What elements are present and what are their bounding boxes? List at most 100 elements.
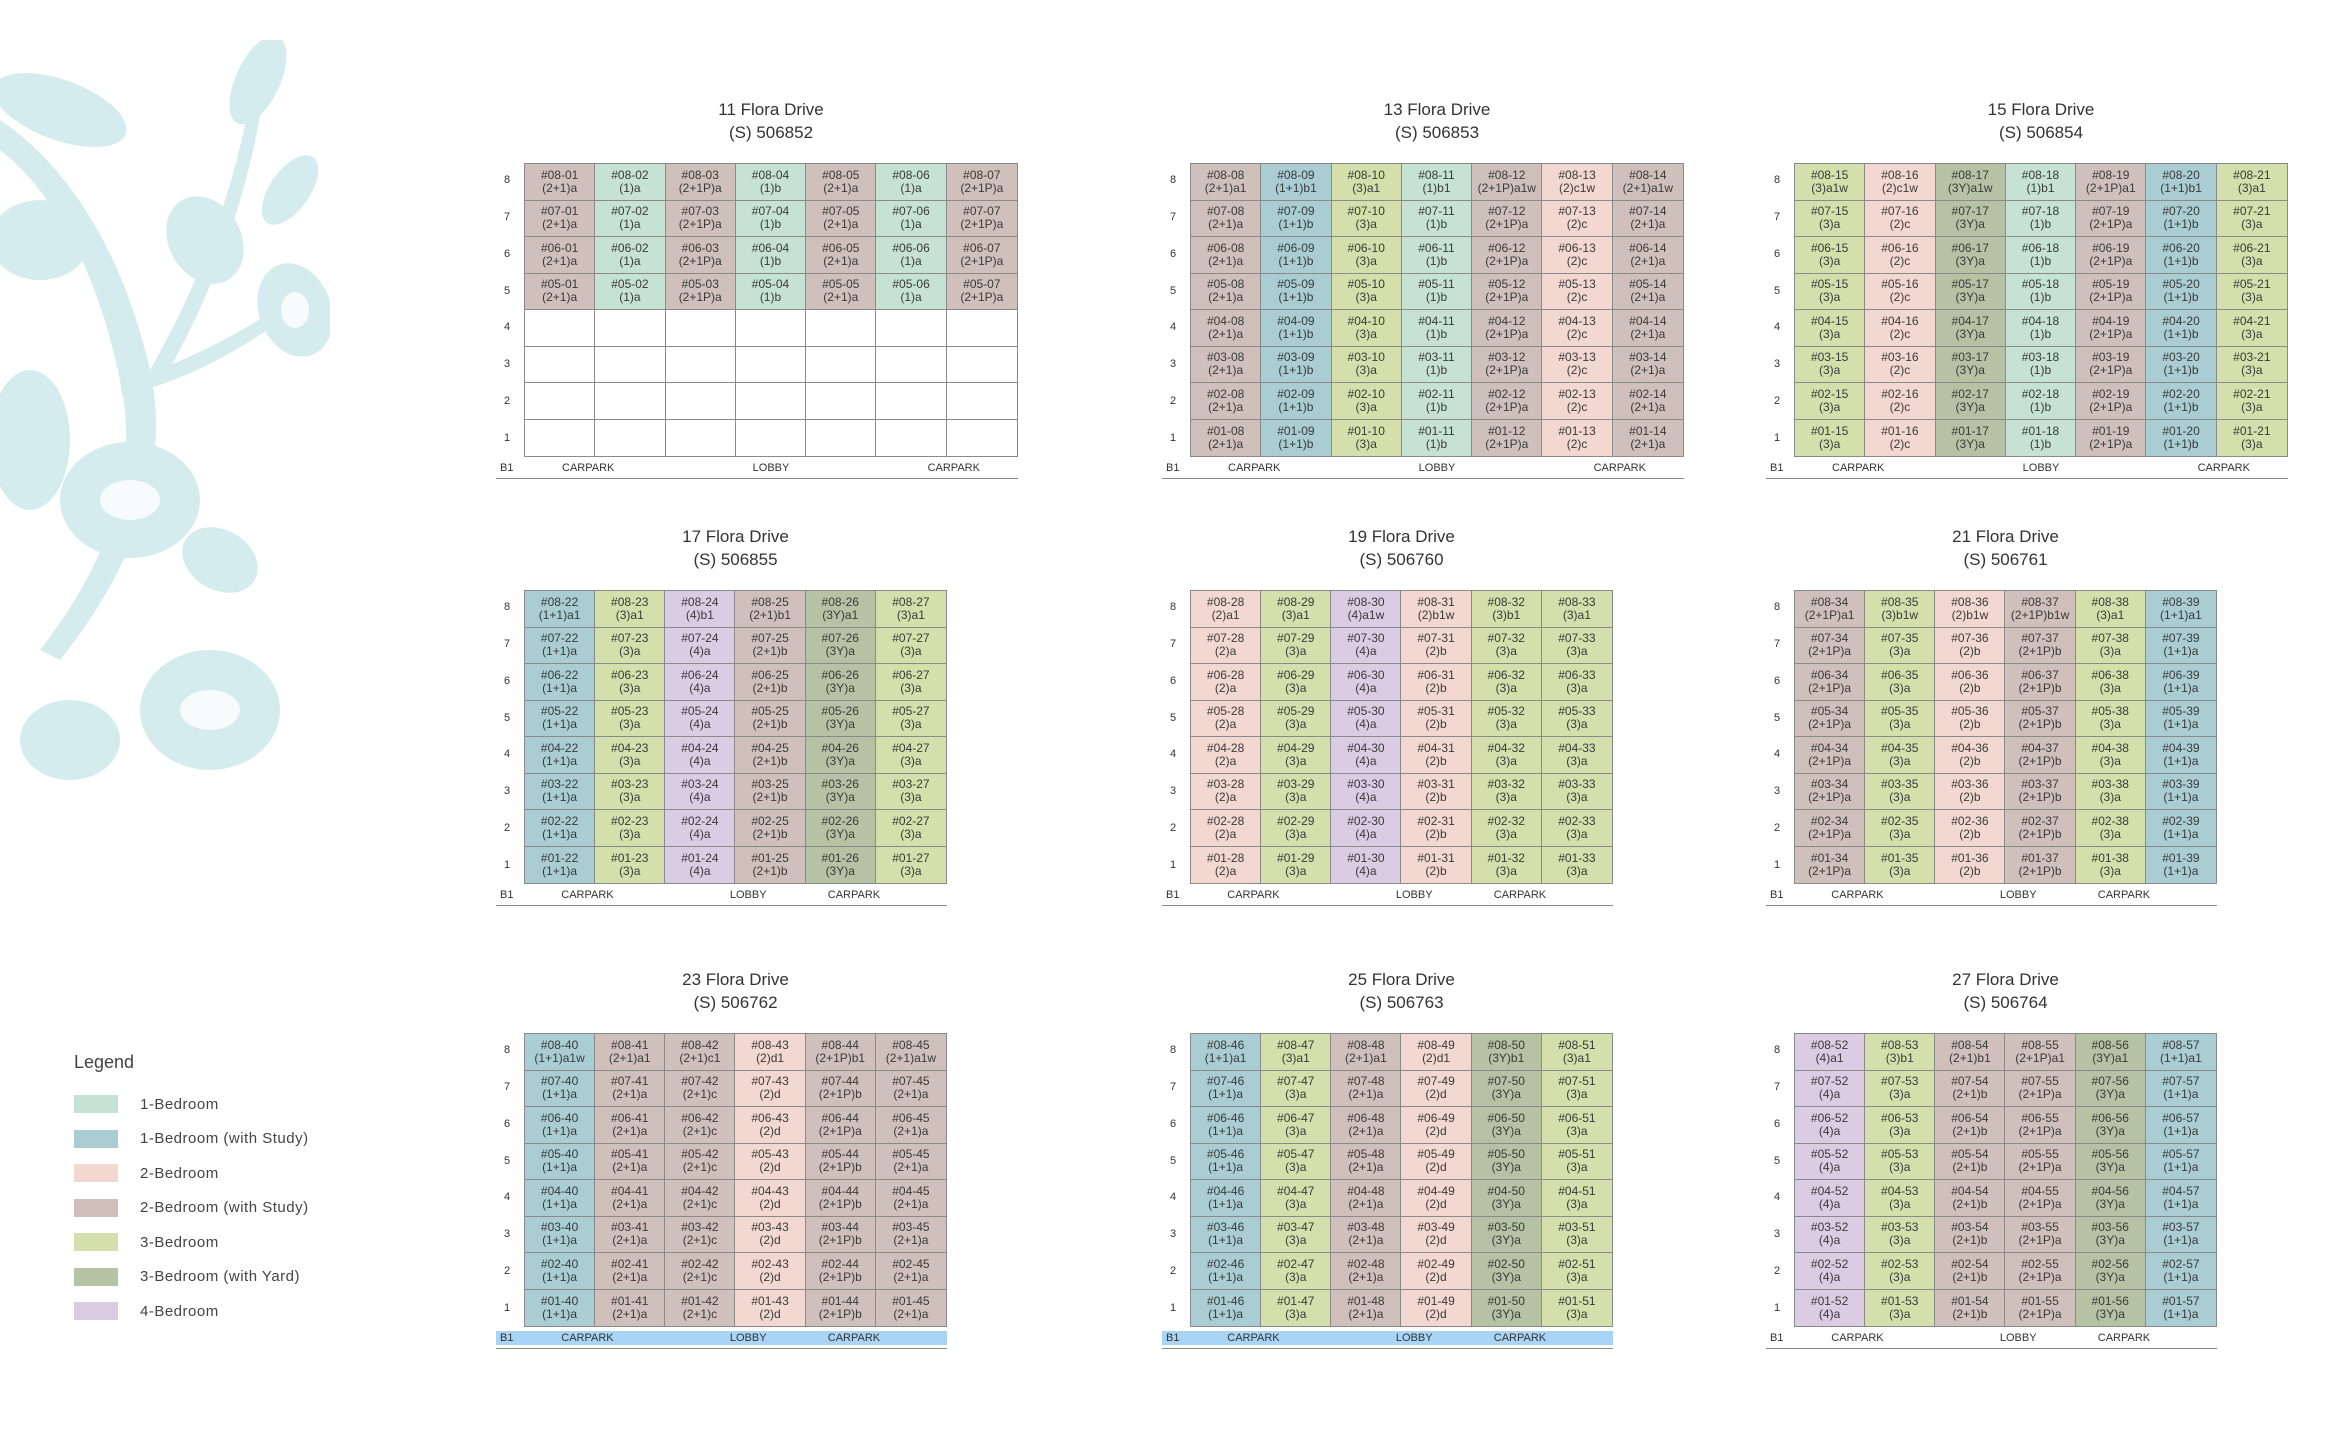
- unit-type: (2)d: [759, 1306, 781, 1321]
- unit-type: (2+1P)a: [960, 253, 1004, 268]
- unit-cell: #07-23 (3)a: [595, 627, 666, 664]
- unit-cell: #02-43 (2)d: [735, 1253, 806, 1290]
- unit-type: (2+1P)a: [1485, 253, 1529, 268]
- unit-type: (2+1)a: [1348, 1233, 1384, 1248]
- unit-cell: #08-19 (2+1P)a1: [2076, 164, 2147, 201]
- unit-number: #01-35: [1881, 850, 1919, 865]
- unit-number: #06-12: [1488, 240, 1526, 255]
- unit-number: #04-27: [892, 740, 930, 755]
- unit-type: (2+1)a: [612, 1233, 648, 1248]
- unit-cell: #03-54 (2+1)b: [1935, 1216, 2006, 1253]
- unit-number: #08-35: [1881, 594, 1919, 609]
- unit-type: (2+1P)b: [818, 1306, 862, 1321]
- unit-cell: #08-27 (3)a1: [875, 591, 946, 628]
- carpark-label: CARPARK: [1832, 462, 1885, 474]
- unit-cell: #02-29 (3)a: [1261, 810, 1332, 847]
- unit-number: #07-25: [751, 631, 789, 646]
- unit-number: #07-52: [1810, 1074, 1849, 1089]
- unit-number: #04-29: [1277, 740, 1315, 755]
- unit-cell: #01-49 (2)d: [1401, 1289, 1472, 1326]
- unit-type: (2+1)b: [1952, 1196, 1988, 1211]
- unit-number: #03-34: [1810, 777, 1849, 792]
- unit-type: (2+1)a: [823, 217, 859, 232]
- unit-type: (2+1P)a: [2018, 1123, 2062, 1138]
- floor-label: 6: [1169, 674, 1177, 687]
- unit-type: (1+1)a: [542, 863, 578, 878]
- unit-type: (1)b: [759, 180, 782, 195]
- floor-label: 2: [1773, 394, 1781, 407]
- unit-number: #02-42: [681, 1256, 719, 1271]
- floor-label: 4: [503, 748, 511, 761]
- unit-type: (3Y)a1: [822, 607, 859, 622]
- unit-number: #02-10: [1347, 386, 1385, 401]
- unit-grid: #08-22 (1+1)a1 #08-23 (3)a1 #08-24 (4)b1 #08-2…: [524, 590, 947, 884]
- unit-number: #07-17: [1951, 204, 1989, 219]
- unit-cell: #03-34 (2+1P)a: [1795, 773, 1866, 810]
- legend-item: 4-Bedroom: [74, 1294, 309, 1329]
- unit-type: (4)a: [1818, 1269, 1841, 1284]
- unit-cell: #06-55 (2+1P)a: [2005, 1107, 2076, 1144]
- unit-number: #04-30: [1347, 740, 1385, 755]
- unit-cell: #01-10 (3)a: [1331, 419, 1402, 456]
- floor-label: 4: [1169, 1191, 1177, 1204]
- legend-item: 1-Bedroom (with Study): [74, 1122, 309, 1157]
- unit-number: #03-40: [540, 1220, 579, 1235]
- unit-cell: #08-06 (1)a: [876, 164, 947, 201]
- carpark-label: CARPARK: [1493, 1332, 1547, 1344]
- unit-cell: #03-30 (4)a: [1331, 773, 1402, 810]
- unit-number: #04-43: [751, 1183, 789, 1198]
- unit-type: (1)a: [619, 253, 641, 268]
- unit-type: (3)a: [619, 790, 641, 805]
- unit-cell: #05-20 (1+1)b: [2146, 273, 2217, 310]
- carpark-label: CARPARK: [1593, 462, 1646, 474]
- unit-cell: #05-03 (2+1P)a: [665, 273, 736, 310]
- unit-number: #04-37: [2021, 740, 2059, 755]
- unit-cell: #03-53 (3)a: [1865, 1216, 1936, 1253]
- unit-number: #06-05: [822, 240, 860, 255]
- empty-cell: [876, 419, 947, 456]
- unit-type: (2+1)b: [752, 863, 788, 878]
- unit-grid: #08-08 (2+1)a1 #08-09 (1+1)b1 #08-10 (3)a1 #08…: [1190, 163, 1684, 457]
- unit-type: (3)a: [1566, 863, 1588, 878]
- unit-number: #05-08: [1206, 277, 1245, 292]
- unit-cell: #08-48 (2+1)a1: [1331, 1034, 1402, 1071]
- unit-type: (3)a: [900, 717, 922, 732]
- floor-label: 8: [1773, 174, 1781, 187]
- unit-type: (2+1P)b: [2018, 717, 2062, 732]
- unit-type: (4)a: [1355, 717, 1377, 732]
- unit-cell: #06-32 (3)a: [1471, 664, 1542, 701]
- unit-cell: #07-20 (1+1)b: [2146, 200, 2217, 237]
- unit-number: #02-50: [1487, 1256, 1525, 1271]
- unit-number: #04-56: [2091, 1183, 2129, 1198]
- unit-cell: #06-52 (4)a: [1795, 1107, 1866, 1144]
- unit-number: #04-25: [751, 740, 789, 755]
- unit-number: #03-41: [611, 1220, 649, 1235]
- unit-cell: #01-14 (2+1)a: [1612, 419, 1683, 456]
- basement-label: B1: [500, 889, 514, 901]
- unit-type: (1)b: [2029, 363, 2052, 378]
- unit-number: #04-11: [1418, 313, 1455, 328]
- unit-cell: #01-39 (1+1)a: [2145, 846, 2216, 883]
- unit-number: #03-21: [2233, 350, 2271, 365]
- unit-type: (3Y)a: [825, 790, 855, 805]
- unit-cell: #03-57 (1+1)a: [2145, 1216, 2216, 1253]
- unit-cell: #06-28 (2)a: [1191, 664, 1262, 701]
- unit-cell: #04-13 (2)c: [1542, 310, 1613, 347]
- block-name: 19 Flora Drive: [1348, 527, 1455, 546]
- unit-number: #08-04: [751, 167, 790, 182]
- unit-cell: #08-33 (3)a1: [1541, 591, 1612, 628]
- unit-type: (3)a1: [2096, 607, 2125, 622]
- unit-type: (1+1)a: [542, 717, 578, 732]
- unit-type: (2)c: [1889, 363, 1911, 378]
- unit-type: (3)a: [1285, 1123, 1307, 1138]
- floor-label: 3: [503, 358, 511, 371]
- unit-type: (2)c: [1889, 253, 1911, 268]
- unit-number: #07-05: [822, 204, 860, 219]
- unit-number: #02-46: [1206, 1256, 1245, 1271]
- unit-number: #02-47: [1277, 1256, 1315, 1271]
- unit-type: (3)a: [1566, 1087, 1588, 1102]
- empty-cell: [665, 419, 736, 456]
- unit-number: #01-14: [1629, 423, 1667, 438]
- unit-type: (3Y)a: [2095, 1123, 2125, 1138]
- unit-number: #08-53: [1881, 1037, 1919, 1052]
